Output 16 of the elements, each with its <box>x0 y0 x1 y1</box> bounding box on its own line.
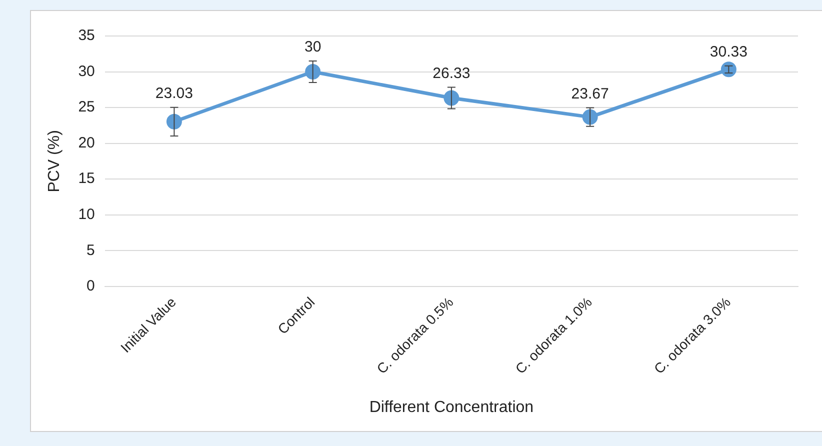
y-tick-label: 20 <box>78 134 95 152</box>
data-label: 30 <box>304 38 322 56</box>
data-label: 23.67 <box>571 85 609 102</box>
data-label: 30.33 <box>710 43 748 60</box>
y-tick-label: 15 <box>78 170 95 188</box>
y-tick-label: 35 <box>78 27 95 44</box>
data-label: 23.03 <box>155 84 193 102</box>
y-tick-label: 30 <box>78 62 95 80</box>
data-label: 26.33 <box>432 64 470 82</box>
y-tick-label: 10 <box>78 206 95 223</box>
y-axis-title: PCV (%) <box>46 130 64 192</box>
x-axis-title: Different Concentration <box>369 398 534 416</box>
y-tick-label: 25 <box>78 98 95 116</box>
y-tick-label: 0 <box>86 278 95 295</box>
y-tick-label: 5 <box>86 242 95 259</box>
point <box>720 62 736 78</box>
